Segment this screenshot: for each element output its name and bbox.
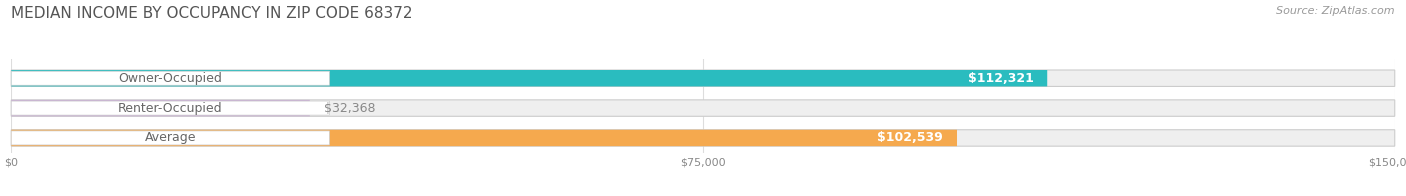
Text: $112,321: $112,321 [967, 72, 1033, 85]
FancyBboxPatch shape [11, 100, 1395, 116]
FancyBboxPatch shape [11, 70, 1395, 86]
Text: MEDIAN INCOME BY OCCUPANCY IN ZIP CODE 68372: MEDIAN INCOME BY OCCUPANCY IN ZIP CODE 6… [11, 6, 413, 21]
FancyBboxPatch shape [11, 131, 329, 145]
FancyBboxPatch shape [11, 70, 1047, 86]
FancyBboxPatch shape [11, 101, 329, 115]
FancyBboxPatch shape [11, 130, 957, 146]
Text: Renter-Occupied: Renter-Occupied [118, 102, 222, 115]
FancyBboxPatch shape [11, 130, 1395, 146]
Text: $102,539: $102,539 [877, 132, 943, 144]
Text: Average: Average [145, 132, 195, 144]
Text: $32,368: $32,368 [323, 102, 375, 115]
FancyBboxPatch shape [11, 71, 329, 85]
Text: Source: ZipAtlas.com: Source: ZipAtlas.com [1277, 6, 1395, 16]
FancyBboxPatch shape [11, 100, 309, 116]
Text: Owner-Occupied: Owner-Occupied [118, 72, 222, 85]
